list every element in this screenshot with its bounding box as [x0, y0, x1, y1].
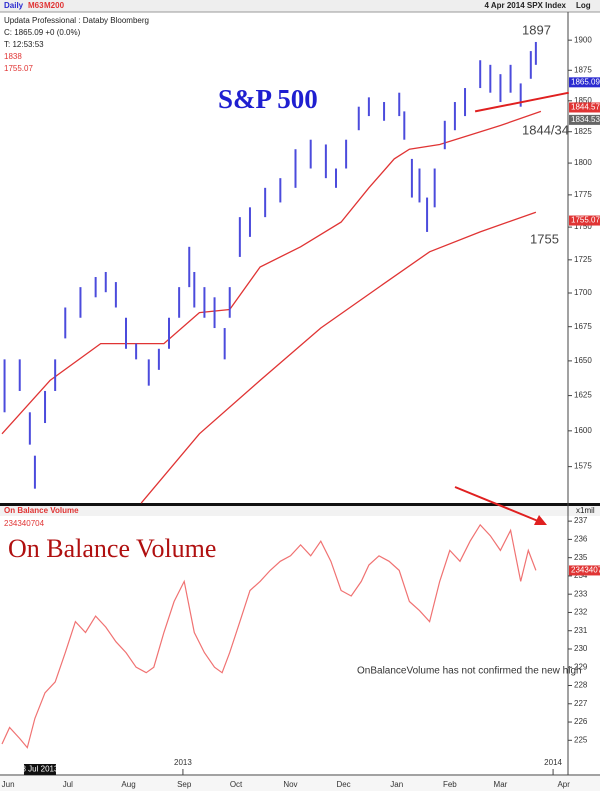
cursor-box	[23, 764, 56, 775]
y-tick-label: 235	[574, 553, 588, 562]
x-tick-label: Sep	[177, 780, 192, 789]
y-tick-label: 1775	[574, 190, 592, 199]
y-tick-label: 1725	[574, 255, 592, 264]
y-tick-label: 1600	[574, 426, 592, 435]
x-tick-label: Jun	[2, 780, 15, 789]
y-tick-label: 1875	[574, 65, 592, 74]
y-tick-label: 1575	[574, 462, 592, 471]
year-label: 2013	[174, 758, 192, 767]
chart-title: S&P 500	[218, 84, 318, 114]
y-tick-label: 1625	[574, 391, 592, 400]
x-tick-label: Dec	[336, 780, 350, 789]
header-right: 4 Apr 2014 SPX Index	[484, 1, 566, 10]
arrow-shaft	[454, 486, 539, 522]
y-tick-label: 234	[574, 571, 588, 580]
y-tick-label: 229	[574, 662, 588, 671]
y-tick-label: 232	[574, 608, 588, 617]
trendline	[474, 91, 569, 113]
y-tick-label: 227	[574, 699, 588, 708]
moving-average	[1, 110, 542, 435]
y-tick-label: 1650	[574, 356, 592, 365]
value-box-label: 1755.07	[571, 216, 600, 225]
annotation: 1755	[530, 231, 559, 246]
y-tick-label: 228	[574, 681, 588, 690]
m200-value: 1755.07	[4, 64, 33, 73]
y-tick-label: 1850	[574, 96, 592, 105]
x-tick-label: Jul	[63, 780, 73, 789]
arrow-head	[534, 515, 547, 525]
annotation: 1897	[522, 22, 551, 37]
obv-line	[1, 523, 537, 749]
period: Daily	[4, 1, 24, 10]
y-tick-label: 230	[574, 644, 588, 653]
y-tick-label: 231	[574, 626, 588, 635]
close-info: C: 1865.09 +0 (0.0%)	[4, 28, 81, 37]
time-info: T: 12:53:53	[4, 40, 44, 49]
y-tick-label: 1700	[574, 288, 592, 297]
x-tick-label: Oct	[230, 780, 243, 789]
value-box	[569, 215, 600, 226]
y-tick-label: 226	[574, 717, 588, 726]
value-box	[569, 102, 600, 113]
x-tick-label: Feb	[443, 780, 457, 789]
value-box	[569, 77, 600, 88]
legend-m63: M63	[28, 1, 44, 10]
panel-separator	[0, 503, 600, 506]
value-box-label: 1834.53	[571, 115, 600, 124]
value-box	[569, 565, 600, 576]
annotation: 1844/34	[522, 122, 569, 137]
x-tick-label: Nov	[283, 780, 297, 789]
note: OnBalanceVolume has not confirmed the ne…	[357, 666, 582, 677]
value-box-label: 1844.57	[571, 103, 600, 112]
source: Updata Professional : Databy Bloomberg	[4, 16, 149, 25]
x-tick-label: Mar	[494, 780, 508, 789]
x-tick-label: Aug	[121, 780, 135, 789]
value-box-label: 23434070	[571, 566, 600, 575]
y-tick-label: 1825	[574, 127, 592, 136]
y-tick-label: 1675	[574, 322, 592, 331]
year-label: 2014	[544, 758, 562, 767]
value-box	[569, 114, 600, 125]
moving-average	[140, 211, 537, 504]
y-tick-label: 1750	[574, 222, 592, 231]
obv-title: On Balance Volume	[8, 534, 216, 563]
header-bar	[0, 0, 600, 12]
x-tick-label: Jan	[390, 780, 403, 789]
obv-value: 234340704	[4, 519, 45, 528]
x-tick-label: Apr	[557, 780, 570, 789]
unit-label: x1mil	[576, 506, 595, 515]
y-tick-label: 236	[574, 535, 588, 544]
cursor-label: 8 Jul 2013	[22, 765, 59, 774]
obv-header: On Balance Volume	[4, 506, 79, 515]
legend-m200: M200	[44, 1, 65, 10]
y-tick-label: 1800	[574, 158, 592, 167]
y-tick-label: 237	[574, 516, 588, 525]
m63-value: 1838	[4, 52, 22, 61]
x-axis-bar	[0, 776, 600, 791]
y-tick-label: 233	[574, 589, 588, 598]
y-tick-label: 1900	[574, 35, 592, 44]
value-box-label: 1865.09	[571, 77, 600, 86]
scale-label: Log	[576, 1, 591, 10]
y-tick-label: 225	[574, 735, 588, 744]
obv-header-bar	[0, 506, 600, 516]
